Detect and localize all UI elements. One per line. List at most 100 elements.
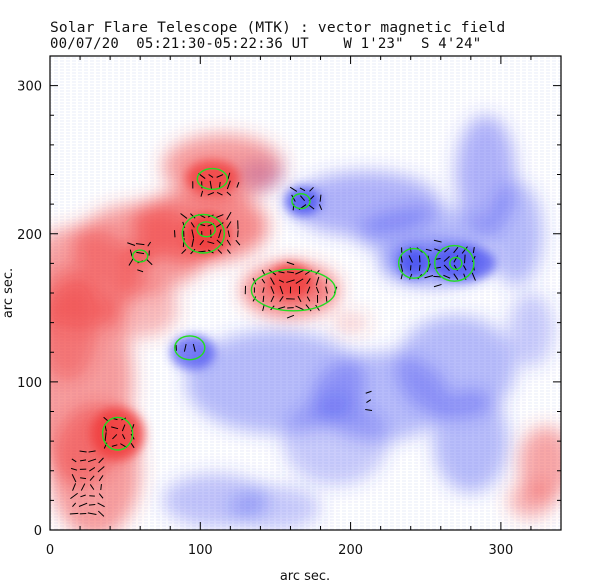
field-vector <box>277 306 286 310</box>
field-vector <box>79 450 87 453</box>
field-vector <box>80 459 87 462</box>
positive-region-14 <box>332 313 369 332</box>
field-vector <box>89 475 95 481</box>
field-vector <box>306 286 311 294</box>
field-vector <box>72 502 77 508</box>
field-vector <box>226 239 231 246</box>
field-vector <box>181 248 187 255</box>
negative-region-4 <box>430 245 497 282</box>
field-vector <box>78 502 88 507</box>
field-vector <box>216 174 224 178</box>
positive-region-15 <box>518 426 561 501</box>
field-vector <box>80 477 87 480</box>
field-vector <box>408 255 413 263</box>
field-vector <box>305 304 312 312</box>
contour-layer <box>101 167 475 451</box>
field-vector <box>128 258 134 266</box>
field-vector <box>112 434 118 440</box>
field-vector <box>409 273 413 280</box>
y-tick-label: 200 <box>17 228 42 243</box>
field-vector <box>217 249 223 254</box>
field-vector <box>306 296 311 302</box>
axes: 0 100 200 300 0 100 200 300 <box>17 55 562 558</box>
field-vector <box>261 269 266 275</box>
field-vector <box>190 248 196 255</box>
field-vector <box>418 264 421 271</box>
field-vector <box>207 241 215 245</box>
field-vector <box>400 263 404 272</box>
contour-6 <box>397 247 430 279</box>
x-tick-label: 200 <box>338 543 363 558</box>
field-vector <box>325 286 328 294</box>
contour-4 <box>250 268 337 312</box>
field-vector <box>97 466 105 473</box>
field-vector <box>400 274 403 280</box>
y-tick-label: 0 <box>34 524 42 539</box>
field-vector <box>70 467 78 471</box>
field-vector <box>72 483 77 491</box>
field-vector <box>270 295 275 303</box>
contour-8 <box>449 256 463 271</box>
field-vector <box>80 494 86 498</box>
chart-subtitle: 00/07/20 05:21:30-05:22:36 UT W 1'23" S … <box>50 36 482 52</box>
field-vector <box>180 213 188 219</box>
field-vector <box>98 475 104 482</box>
field-vector <box>471 272 476 281</box>
contour-0 <box>196 167 229 191</box>
field-vector <box>433 239 442 243</box>
field-vector <box>286 314 295 319</box>
field-vector <box>453 273 459 280</box>
positive-region-3 <box>185 213 231 255</box>
field-vector <box>97 510 105 517</box>
negative-region-14 <box>282 396 389 486</box>
field-vector <box>190 213 196 219</box>
field-vector <box>218 182 221 188</box>
positive-region-16 <box>508 482 554 519</box>
field-vector <box>453 255 459 263</box>
field-vector <box>88 503 96 506</box>
field-vector <box>111 444 118 447</box>
transverse-field-vectors <box>69 172 476 517</box>
x-tick-label: 0 <box>46 543 54 558</box>
contour-7 <box>434 244 475 282</box>
negative-region-16 <box>230 485 321 530</box>
field-vector <box>192 343 196 352</box>
field-vector <box>309 186 314 192</box>
field-vector <box>130 443 135 449</box>
x-tick-label: 300 <box>488 543 513 558</box>
field-vector <box>306 278 311 285</box>
field-vector <box>463 273 467 280</box>
field-vector <box>295 278 304 284</box>
field-vector <box>315 286 320 294</box>
field-vector <box>216 239 224 246</box>
y-axis-label: arc sec. <box>1 268 16 318</box>
negative-region-17 <box>508 293 554 368</box>
contour-10 <box>101 416 134 451</box>
field-vector <box>127 242 136 246</box>
field-vector <box>197 250 206 253</box>
field-vector <box>235 239 241 246</box>
field-vector <box>89 484 95 490</box>
field-vector <box>433 283 442 288</box>
field-vector <box>207 192 215 196</box>
field-vector <box>425 248 432 252</box>
field-vector <box>136 251 145 255</box>
field-vector <box>278 271 285 274</box>
field-vector <box>262 295 265 303</box>
field-vector <box>319 194 322 202</box>
field-vector <box>89 467 96 472</box>
field-vector <box>424 275 434 279</box>
field-vector <box>87 512 97 515</box>
field-vector <box>137 269 144 273</box>
field-vector <box>295 305 304 311</box>
field-vector <box>226 249 231 254</box>
field-vector <box>461 246 468 254</box>
field-vector <box>464 254 466 264</box>
negative-region-12 <box>395 315 516 419</box>
field-vector <box>216 191 223 196</box>
field-vector <box>472 247 475 254</box>
field-vector <box>227 172 231 180</box>
negative-region-5 <box>398 248 429 279</box>
field-vector <box>262 304 265 312</box>
